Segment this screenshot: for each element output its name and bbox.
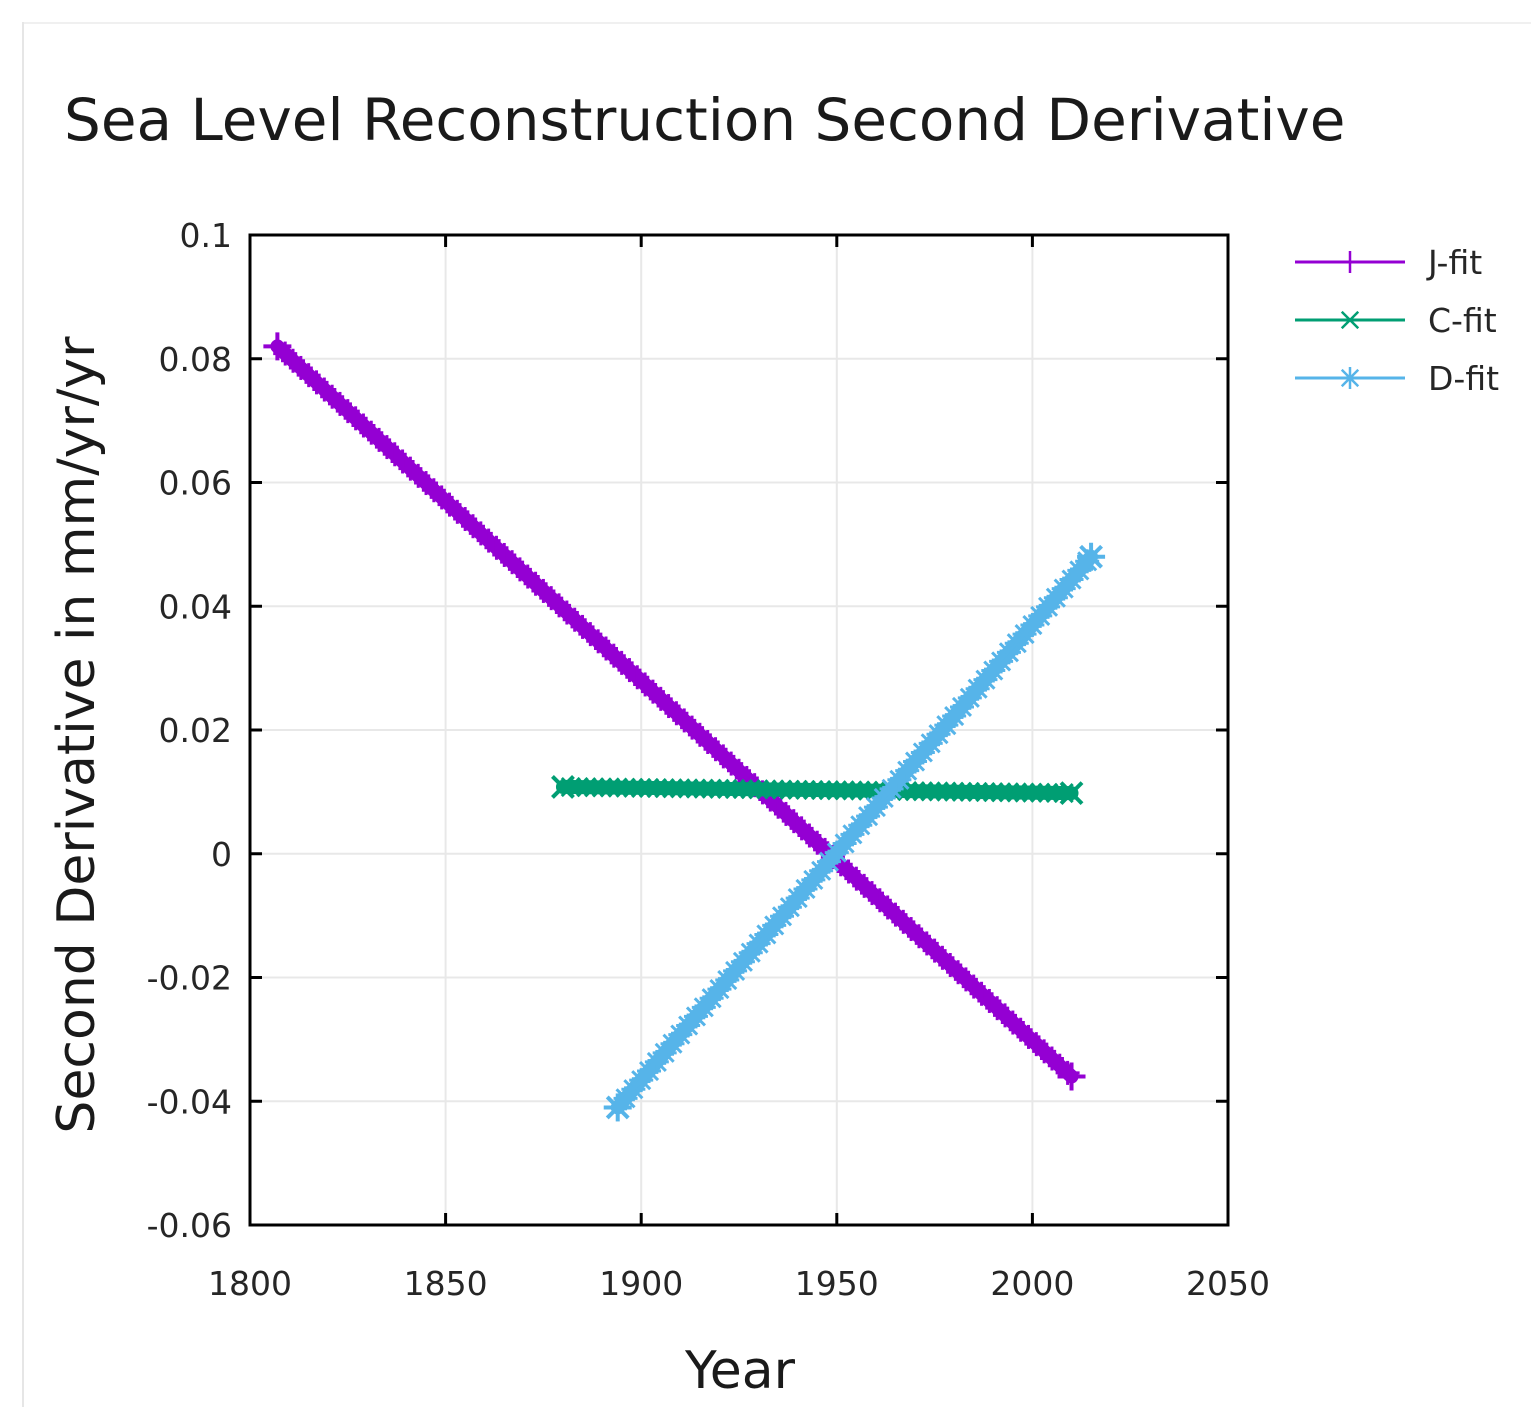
series-marker: [607, 777, 628, 798]
series-marker: [779, 779, 800, 800]
frame-left-border: [22, 22, 24, 1407]
x-tick-label: 1950: [795, 1264, 879, 1303]
series-marker: [983, 782, 1004, 803]
series-marker: [787, 779, 808, 800]
legend-marker: [1340, 310, 1360, 330]
series-marker: [1014, 782, 1035, 803]
x-axis-label: Year: [684, 1341, 796, 1401]
series-c-fit: [551, 775, 1084, 806]
x-tick-label: 1800: [208, 1264, 292, 1303]
series-marker: [959, 781, 980, 802]
series-marker: [850, 780, 871, 801]
series-marker: [732, 779, 753, 800]
series-endpoint-marker: [1079, 544, 1103, 569]
series-marker: [904, 781, 926, 802]
legend-item-c-fit: C-fit: [1295, 301, 1497, 340]
legend-label: C-fit: [1428, 301, 1497, 340]
x-tick-label: 2000: [990, 1264, 1074, 1303]
legend-item-j-fit: J-fit: [1295, 243, 1482, 282]
series-marker: [756, 779, 777, 800]
series-marker: [725, 778, 746, 800]
series-marker: [834, 780, 855, 801]
y-tick-label: -0.04: [147, 1082, 232, 1121]
y-tick-label: 0: [211, 835, 232, 874]
series-marker: [638, 777, 660, 799]
series-marker: [771, 779, 793, 800]
series-marker: [818, 780, 840, 801]
legend-marker: [1340, 368, 1360, 388]
series-endpoint-marker: [605, 1095, 630, 1120]
y-tick-label: 0.06: [159, 464, 232, 503]
series-marker: [936, 781, 957, 802]
ticks: 1800 1850 1900 1950 2000 2050 0.1 0.08 0.06 0.04 0…: [147, 216, 1270, 1303]
series-marker: [811, 780, 832, 801]
series-marker: [654, 778, 675, 799]
series-marker: [951, 781, 973, 802]
legend-label: D-fit: [1428, 359, 1499, 398]
y-tick-label: 0.04: [159, 587, 232, 626]
series-marker: [1006, 782, 1027, 803]
series-marker: [623, 777, 644, 798]
series-marker: [842, 780, 863, 801]
series-marker: [678, 778, 699, 799]
y-tick-label: -0.02: [147, 959, 232, 998]
frame-top-border: [22, 22, 1531, 24]
y-tick-label: 0.02: [159, 711, 232, 750]
series-marker: [920, 781, 941, 802]
y-tick-label: 0.08: [159, 340, 232, 379]
series-marker: [646, 778, 667, 799]
legend: J-fit C-fit D-fit: [1295, 243, 1499, 398]
series-marker: [568, 777, 589, 798]
series-marker: [599, 777, 620, 798]
series-layer: [263, 332, 1106, 1122]
legend-label: J-fit: [1426, 243, 1482, 282]
x-tick-label: 1900: [599, 1264, 683, 1303]
series-marker: [912, 781, 933, 802]
series-marker: [1045, 782, 1066, 803]
series-marker: [709, 778, 730, 799]
series-endpoint-marker: [551, 775, 575, 799]
series-marker: [1037, 782, 1059, 803]
series-marker: [858, 780, 879, 801]
series-marker: [826, 780, 847, 801]
x-tick-label: 1850: [404, 1264, 488, 1303]
series-marker: [1053, 782, 1074, 804]
series-marker: [1022, 782, 1043, 803]
series-marker: [631, 777, 652, 798]
series-marker: [584, 777, 605, 798]
series-marker: [693, 778, 714, 799]
series-marker: [1030, 782, 1051, 803]
series-marker: [592, 777, 613, 798]
chart-title: Sea Level Reconstruction Second Derivati…: [64, 86, 1345, 154]
series-marker: [944, 781, 965, 802]
series-marker: [576, 777, 597, 798]
series-marker: [670, 778, 691, 799]
series-marker: [795, 779, 816, 800]
series-d-fit: [603, 542, 1106, 1122]
series-marker: [740, 779, 761, 800]
series-marker: [615, 777, 636, 798]
series-marker: [991, 782, 1012, 803]
grid: [250, 235, 1228, 1225]
y-tick-label: -0.06: [147, 1206, 232, 1245]
series-marker: [717, 778, 738, 799]
series-marker: [998, 782, 1019, 803]
series-marker: [701, 778, 722, 799]
series-marker: [748, 779, 769, 800]
series-marker: [685, 778, 707, 799]
series-marker: [764, 779, 785, 800]
series-marker: [803, 779, 824, 801]
series-endpoint-marker: [1059, 781, 1084, 806]
x-tick-label: 2050: [1186, 1264, 1270, 1303]
series-marker: [662, 778, 683, 799]
series-marker: [975, 782, 996, 803]
series-marker: [928, 781, 949, 802]
series-marker: [560, 776, 581, 798]
series-marker: [967, 781, 988, 803]
legend-item-d-fit: D-fit: [1295, 359, 1499, 398]
y-axis-label: Second Derivative in mm/yr/yr: [47, 336, 107, 1134]
y-tick-label: 0.1: [180, 216, 232, 255]
